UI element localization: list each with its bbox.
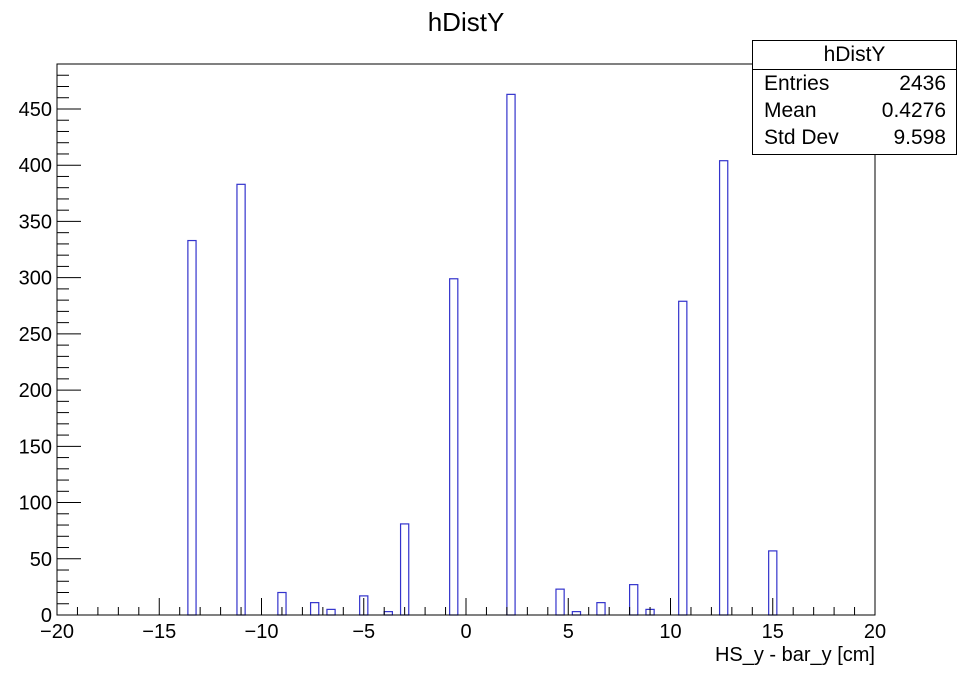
histogram-bar [628,584,639,616]
stats-row-mean: Mean 0.4276 [753,97,956,124]
histogram-bar [449,278,459,616]
x-tick-label: −15 [142,621,176,643]
x-tick-label: 10 [659,621,681,643]
y-tick-label: 250 [19,324,52,346]
stats-label: Mean [764,99,817,122]
chart-title: hDistY [428,7,505,37]
histogram-bar [383,611,393,616]
y-tick-label: 350 [19,211,52,233]
bars-layer [187,93,778,616]
histogram-bar [678,300,688,616]
stats-label: Std Dev [764,126,839,149]
histogram-bar [309,602,320,616]
x-axis-label: HS_y - bar_y [cm] [715,644,875,666]
stats-value: 0.4276 [881,99,946,122]
stats-row-entries: Entries 2436 [753,70,956,97]
histogram-bar [399,523,410,616]
x-tick-label: 0 [460,621,471,643]
y-tick-label: 100 [19,493,52,515]
y-tick-label: 400 [19,155,52,177]
histogram-bar [718,160,729,616]
histogram-bar [596,602,606,616]
histogram-bar [326,608,336,616]
stats-box: hDistY Entries 2436 Mean 0.4276 Std Dev … [752,40,957,155]
x-tick-label: 5 [563,621,574,643]
y-tick-label: 0 [41,605,52,627]
y-tick-label: 200 [19,380,52,402]
stats-label: Entries [764,72,830,95]
stats-value: 9.598 [893,126,946,149]
histogram-bar [571,611,582,616]
x-tick-label: −10 [245,621,279,643]
x-tick-label: 15 [762,621,784,643]
stats-value: 2436 [899,72,946,95]
histogram-bar [506,93,516,616]
y-tick-label: 50 [30,549,52,571]
y-tick-label: 300 [19,268,52,290]
y-tick-label: 150 [19,436,52,458]
stats-row-stddev: Std Dev 9.598 [753,124,956,151]
stats-title: hDistY [753,41,956,70]
histogram-bar [236,183,246,616]
y-tick-label: 450 [19,99,52,121]
histogram-bar [555,588,565,616]
axes-layer: −20 −15 −10 −5 0 5 10 15 20050100150200250300350… [19,63,886,643]
x-tick-label: 20 [864,621,886,643]
x-tick-label: −20 [40,621,74,643]
x-tick-label: −5 [352,621,375,643]
histogram-bar [187,239,197,616]
